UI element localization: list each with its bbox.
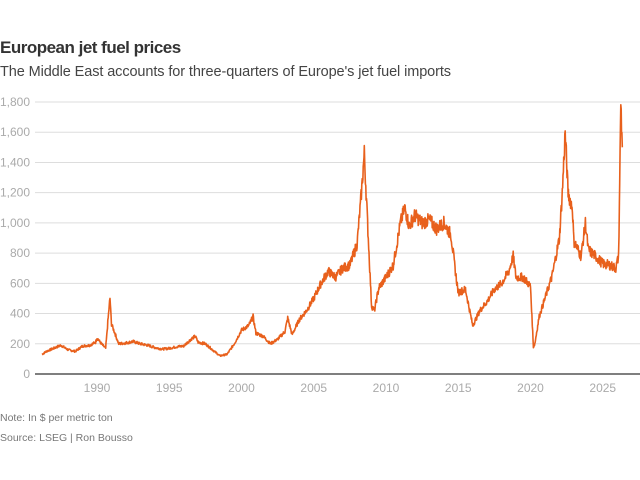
y-tick-label: 600 — [10, 276, 30, 290]
x-tick-label: 2020 — [517, 381, 544, 395]
series-line-jet-fuel-price — [41, 104, 624, 357]
series-layer — [41, 104, 624, 357]
chart-subtitle: The Middle East accounts for three-quart… — [0, 64, 451, 80]
y-tick-label: 1,200 — [0, 186, 30, 200]
y-axis-ticks: 0 200 400 600 800 1,000 1,200 1,400 1,600 1,800 — [0, 95, 30, 381]
x-tick-label: 2015 — [445, 381, 472, 395]
y-tick-label: 800 — [10, 246, 30, 260]
chart-title: European jet fuel prices — [0, 38, 181, 57]
gridlines — [35, 101, 640, 375]
x-tick-label: 2000 — [228, 381, 255, 395]
x-tick-label: 2005 — [300, 381, 327, 395]
source-text: Source: LSEG | Ron Bousso — [0, 432, 133, 444]
y-tick-label: 400 — [10, 307, 30, 321]
x-tick-label: 2025 — [589, 381, 616, 395]
note-text: Note: In $ per metric ton — [0, 412, 113, 424]
x-tick-label: 1990 — [84, 381, 111, 395]
x-tick-label: 2010 — [373, 381, 400, 395]
y-tick-label: 1,000 — [0, 216, 30, 230]
y-tick-label: 1,800 — [0, 95, 30, 109]
x-axis-ticks: 1990 1995 2000 2005 2010 2015 2020 2025 — [84, 381, 617, 395]
x-tick-label: 1995 — [156, 381, 183, 395]
y-tick-label: 1,400 — [0, 155, 30, 169]
y-tick-label: 200 — [10, 337, 30, 351]
y-tick-label: 1,600 — [0, 125, 30, 139]
y-tick-label: 0 — [23, 367, 30, 381]
